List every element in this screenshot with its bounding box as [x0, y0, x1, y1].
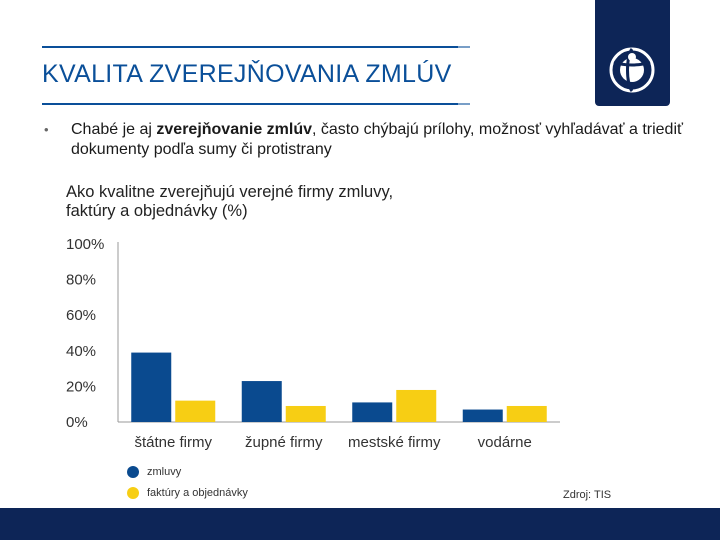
- y-tick-label: 80%: [66, 272, 96, 289]
- y-tick-label: 40%: [66, 343, 96, 360]
- bullet-marker: •: [44, 122, 49, 137]
- title-rule-top: [42, 46, 470, 48]
- legend-swatch-faktury: [127, 487, 139, 500]
- bar-faktury: [506, 405, 547, 422]
- bullet-text-bold: zverejňovanie zmlúv: [156, 121, 313, 138]
- footer-bar: [0, 508, 720, 540]
- bullet-text-end: , často chýbajú prílohy, možnosť vyhľadá…: [71, 121, 684, 158]
- legend-swatch-zmluvy: [127, 466, 139, 479]
- slide-title: KVALITA ZVEREJŇOVANIA ZMLÚV: [42, 60, 452, 88]
- y-tick-label: 100%: [66, 236, 104, 253]
- y-tick-label: 0%: [66, 414, 88, 431]
- legend-item-zmluvy: zmluvy: [127, 465, 181, 479]
- bar-faktury: [396, 389, 437, 422]
- legend-label-zmluvy: zmluvy: [147, 466, 182, 478]
- x-tick-label: vodárne: [478, 434, 532, 451]
- legend-label-faktury: faktúry a objednávky: [147, 487, 248, 499]
- bullet-point: • Chabé je aj zverejňovanie zmlúv, často…: [44, 120, 702, 160]
- x-tick-label: štátne firmy: [134, 434, 212, 451]
- bar-zmluvy: [352, 402, 393, 422]
- bullet-text-start: Chabé je aj: [71, 121, 157, 138]
- y-tick-label: 60%: [66, 307, 96, 324]
- bar-zmluvy: [241, 381, 282, 422]
- title-rule-bottom: [42, 103, 470, 105]
- bar-zmluvy: [131, 352, 172, 422]
- legend-item-faktury: faktúry a objednávky: [127, 486, 248, 500]
- bar-faktury: [285, 405, 326, 422]
- chart-title: Ako kvalitne zverejňujú verejné firmy zm…: [66, 183, 394, 220]
- y-tick-label: 20%: [66, 378, 96, 395]
- x-tick-label: župné firmy: [245, 434, 323, 451]
- transparency-logo-icon: [609, 47, 655, 93]
- bar-faktury: [175, 400, 216, 422]
- x-tick-label: mestské firmy: [348, 434, 441, 451]
- logo-tab: [595, 0, 670, 106]
- bar-zmluvy: [462, 409, 503, 422]
- source-note: Zdroj: TIS: [563, 489, 612, 501]
